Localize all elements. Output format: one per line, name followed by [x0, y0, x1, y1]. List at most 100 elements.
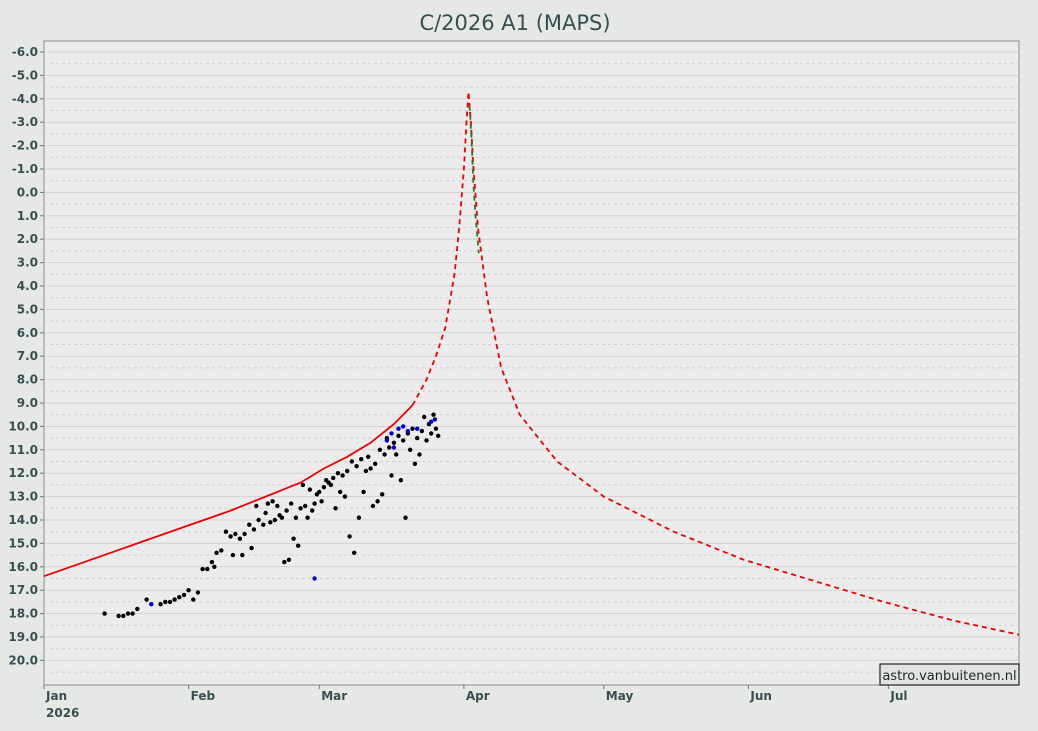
observation-point [391, 440, 397, 445]
observation-point [396, 433, 401, 438]
observation-point [307, 487, 313, 492]
observation-point [417, 452, 422, 457]
observation-point [268, 520, 273, 525]
y-tick-label: 20.0 [8, 653, 38, 667]
y-axis-ticks: -6.0 -5.0 -4.0 -3.0 -2.0 -1.0 0.0 1.0 2.0 3.0 4.0 5… [8, 45, 44, 667]
observation-point [296, 543, 301, 548]
x-tick-label: Feb [191, 689, 216, 703]
series-line-model-prediction- [411, 91, 1020, 636]
observation-point [279, 515, 285, 520]
x-axis-ticks: Jan 2026 Feb Mar Apr May Jun Jul [43, 685, 908, 720]
y-tick-label: -1.0 [12, 162, 38, 176]
observation-point [209, 559, 215, 565]
observation-point [319, 499, 324, 504]
observation-point [195, 590, 201, 595]
y-tick-label: 15.0 [8, 536, 38, 550]
observation-point [163, 599, 168, 605]
observation-point [261, 522, 266, 527]
y-tick-label: 19.0 [8, 630, 38, 644]
observation-point [333, 506, 338, 511]
observation-point [251, 527, 257, 532]
observation-point [284, 508, 289, 513]
y-tick-label: 17.0 [8, 583, 38, 597]
chart-title: C/2026 A1 (MAPS) [419, 11, 610, 35]
observation-point [361, 489, 366, 495]
observation-point [102, 611, 107, 616]
observation-point [181, 592, 187, 598]
observation-point [328, 482, 334, 488]
observation-point [265, 501, 271, 506]
observation-point [382, 452, 387, 457]
observation-point [410, 426, 415, 431]
observation-point-blue [429, 419, 434, 424]
credit-box[interactable]: astro.vanbuitenen.nl [879, 663, 1020, 686]
observation-point [422, 414, 427, 420]
observation-point-blue [401, 424, 406, 429]
observation-point [415, 435, 420, 441]
y-tick-label: 0.0 [17, 185, 38, 199]
observation-point [254, 503, 259, 509]
x-tick-label: May [606, 689, 634, 703]
observation-point [158, 602, 163, 607]
x-tick-sublabel: 2026 [46, 706, 79, 720]
series-line-model-fitted- [43, 404, 414, 578]
observation-point [116, 613, 121, 619]
observation-point [130, 611, 135, 616]
series-layer [43, 91, 1020, 636]
observation-point [389, 473, 394, 478]
y-tick-label: 8.0 [17, 373, 38, 387]
observation-point-blue [432, 417, 438, 422]
observation-point [419, 428, 425, 434]
observation-point [394, 452, 399, 457]
observation-point [219, 548, 224, 553]
y-tick-label: 10.0 [8, 419, 38, 433]
observation-point [200, 566, 205, 572]
observation-point [310, 508, 315, 513]
observation-point [342, 494, 348, 499]
observation-point [429, 431, 434, 436]
y-tick-label: 4.0 [17, 279, 38, 293]
observation-point [377, 447, 383, 452]
observation-point [380, 492, 385, 497]
observation-point [387, 445, 392, 450]
x-tick-label: Mar [321, 689, 347, 703]
observation-point [312, 501, 317, 506]
observation-point [282, 559, 287, 565]
observation-point [270, 499, 275, 504]
observation-point [240, 552, 245, 558]
observation-point-blue [391, 445, 397, 450]
y-tick-label: -4.0 [12, 92, 38, 106]
observation-point [256, 517, 261, 523]
observation-point [205, 566, 210, 572]
y-tick-label: 5.0 [17, 302, 38, 316]
observation-point [359, 457, 364, 462]
credit-box-frame [879, 663, 1020, 686]
observation-point-blue [396, 426, 401, 431]
observation-point [436, 433, 441, 438]
y-tick-label: -2.0 [12, 139, 38, 153]
observation-point [272, 517, 278, 523]
grid [44, 51, 1019, 673]
observation-point [305, 515, 310, 520]
observation-point-blue [415, 426, 420, 431]
observation-point [223, 529, 229, 534]
observation-point [286, 557, 292, 562]
credit-text[interactable]: astro.vanbuitenen.nl [882, 669, 1016, 684]
observation-point [242, 531, 247, 537]
observation-point [375, 499, 380, 504]
observation-point [144, 597, 149, 602]
observation-point [121, 613, 126, 619]
y-tick-label: 3.0 [17, 256, 38, 270]
observation-point [433, 426, 439, 431]
observation-point [293, 515, 299, 520]
observation-point [291, 536, 296, 541]
observation-point [214, 550, 219, 555]
y-tick-label: 1.0 [17, 209, 38, 223]
y-tick-label: 13.0 [8, 490, 38, 504]
observation-point [212, 564, 217, 569]
observation-point [172, 597, 177, 602]
plot-area [43, 40, 1020, 686]
observation-point [298, 506, 303, 511]
observation-point [335, 471, 341, 476]
observation-point-blue [149, 602, 154, 607]
